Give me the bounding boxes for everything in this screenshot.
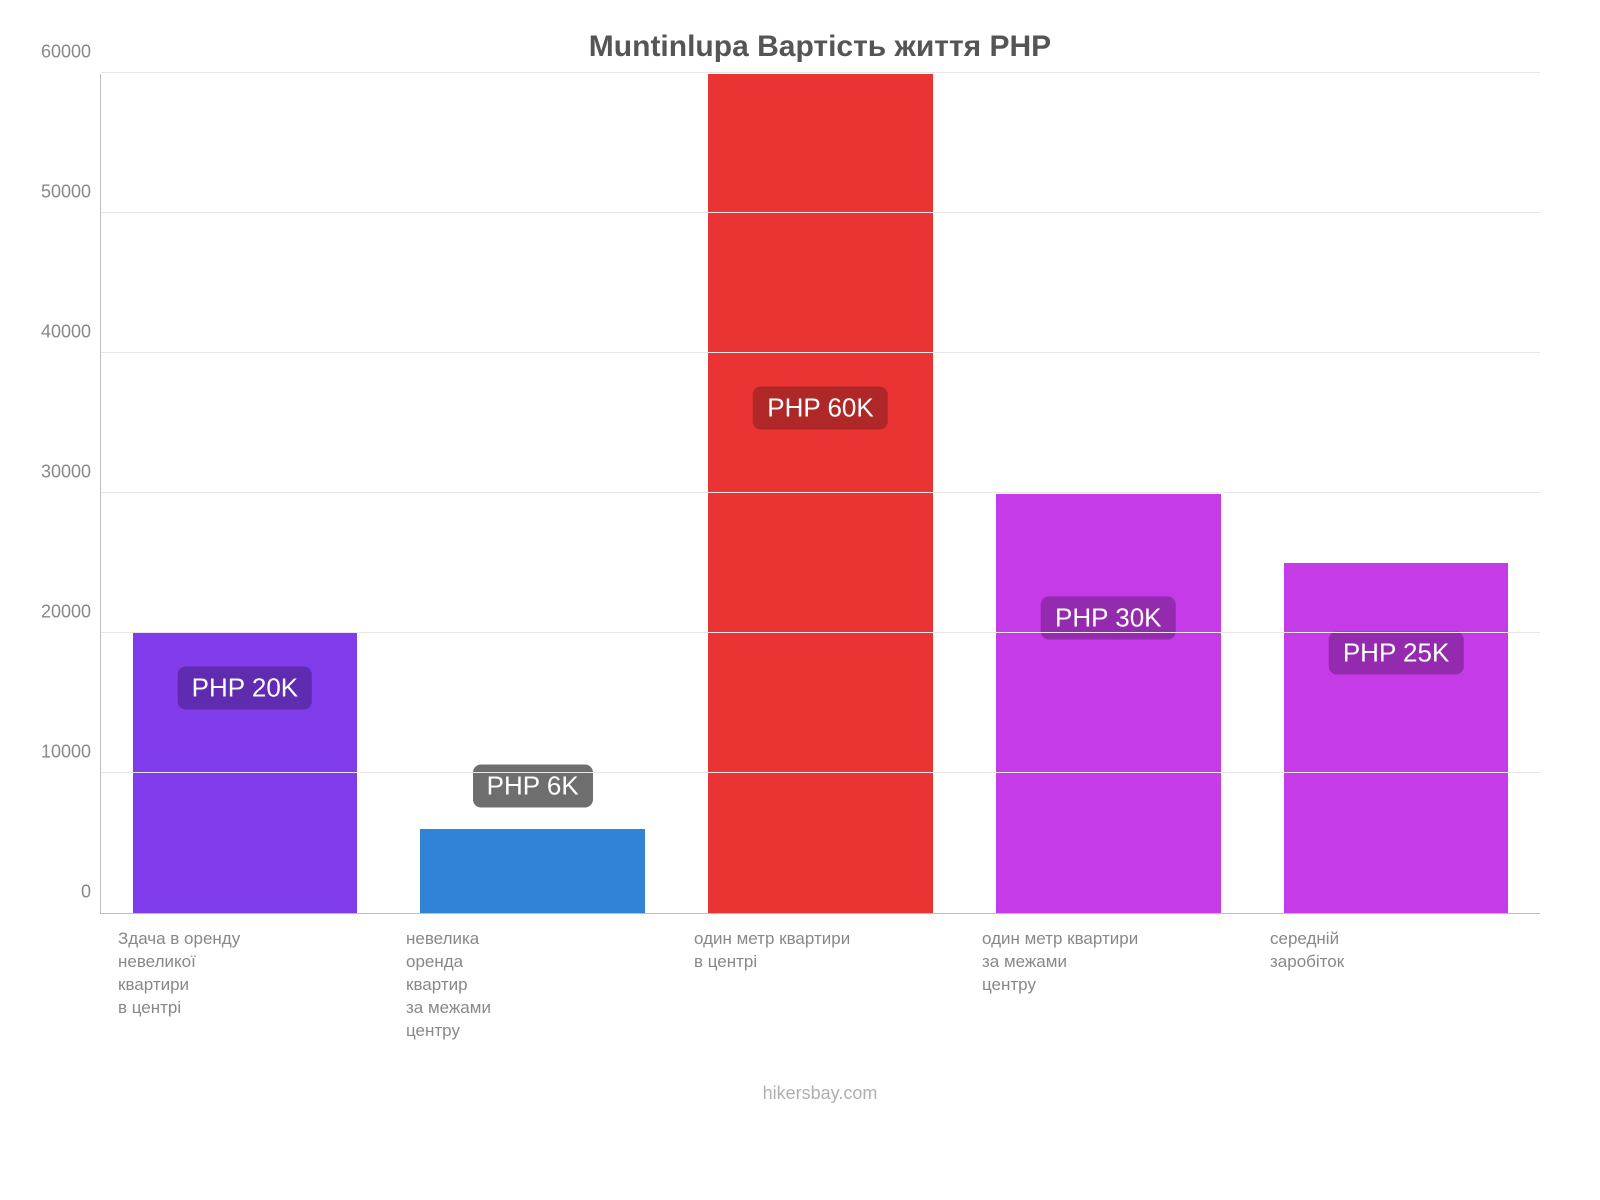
x-axis-label: один метр квартирив центрі bbox=[676, 928, 964, 1043]
bar-value-badge: PHP 30K bbox=[1041, 597, 1175, 640]
ytick-label: 40000 bbox=[41, 322, 101, 343]
gridline bbox=[101, 212, 1540, 213]
ytick-label: 30000 bbox=[41, 462, 101, 483]
bar-value-badge: PHP 20K bbox=[178, 667, 312, 710]
ytick-label: 60000 bbox=[41, 42, 101, 63]
x-axis-label: Здача в орендуневеликоїквартирив центрі bbox=[100, 928, 388, 1043]
bar bbox=[420, 829, 644, 913]
x-axis-label: середнійзаробіток bbox=[1252, 928, 1540, 1043]
gridline bbox=[101, 632, 1540, 633]
x-axis-label: один метр квартириза межамицентру bbox=[964, 928, 1252, 1043]
gridline bbox=[101, 772, 1540, 773]
x-axis-labels: Здача в орендуневеликоїквартирив центрін… bbox=[100, 928, 1540, 1043]
ytick-label: 20000 bbox=[41, 602, 101, 623]
ytick-label: 10000 bbox=[41, 742, 101, 763]
gridline bbox=[101, 492, 1540, 493]
bar-slot: PHP 20K bbox=[101, 74, 389, 913]
bars-layer: PHP 20K PHP 6K PHP 60K PHP 30K PHP 25K bbox=[101, 74, 1540, 913]
bar bbox=[1284, 563, 1508, 913]
bar-slot: PHP 25K bbox=[1252, 74, 1540, 913]
gridline bbox=[101, 352, 1540, 353]
bar bbox=[996, 494, 1220, 914]
chart-footer: hikersbay.com bbox=[100, 1083, 1540, 1104]
x-axis-label: невеликаорендаквартирза межамицентру bbox=[388, 928, 676, 1043]
chart-container: Muntinlupa Вартість життя PHP PHP 20KPHP… bbox=[0, 0, 1600, 1200]
bar-slot: PHP 60K bbox=[677, 74, 965, 913]
bar-value-badge: PHP 6K bbox=[473, 765, 593, 808]
plot-area: PHP 20KPHP 6KPHP 60KPHP 30KPHP 25K 01000… bbox=[100, 74, 1540, 914]
ytick-label: 50000 bbox=[41, 182, 101, 203]
bar-slot: PHP 30K bbox=[964, 74, 1252, 913]
bar-slot: PHP 6K bbox=[389, 74, 677, 913]
bar-value-badge: PHP 25K bbox=[1329, 632, 1463, 675]
gridline bbox=[101, 72, 1540, 73]
bar-value-badge: PHP 60K bbox=[753, 387, 887, 430]
bar bbox=[708, 74, 932, 913]
chart-title: Muntinlupa Вартість життя PHP bbox=[100, 30, 1540, 64]
ytick-label: 0 bbox=[81, 882, 101, 903]
